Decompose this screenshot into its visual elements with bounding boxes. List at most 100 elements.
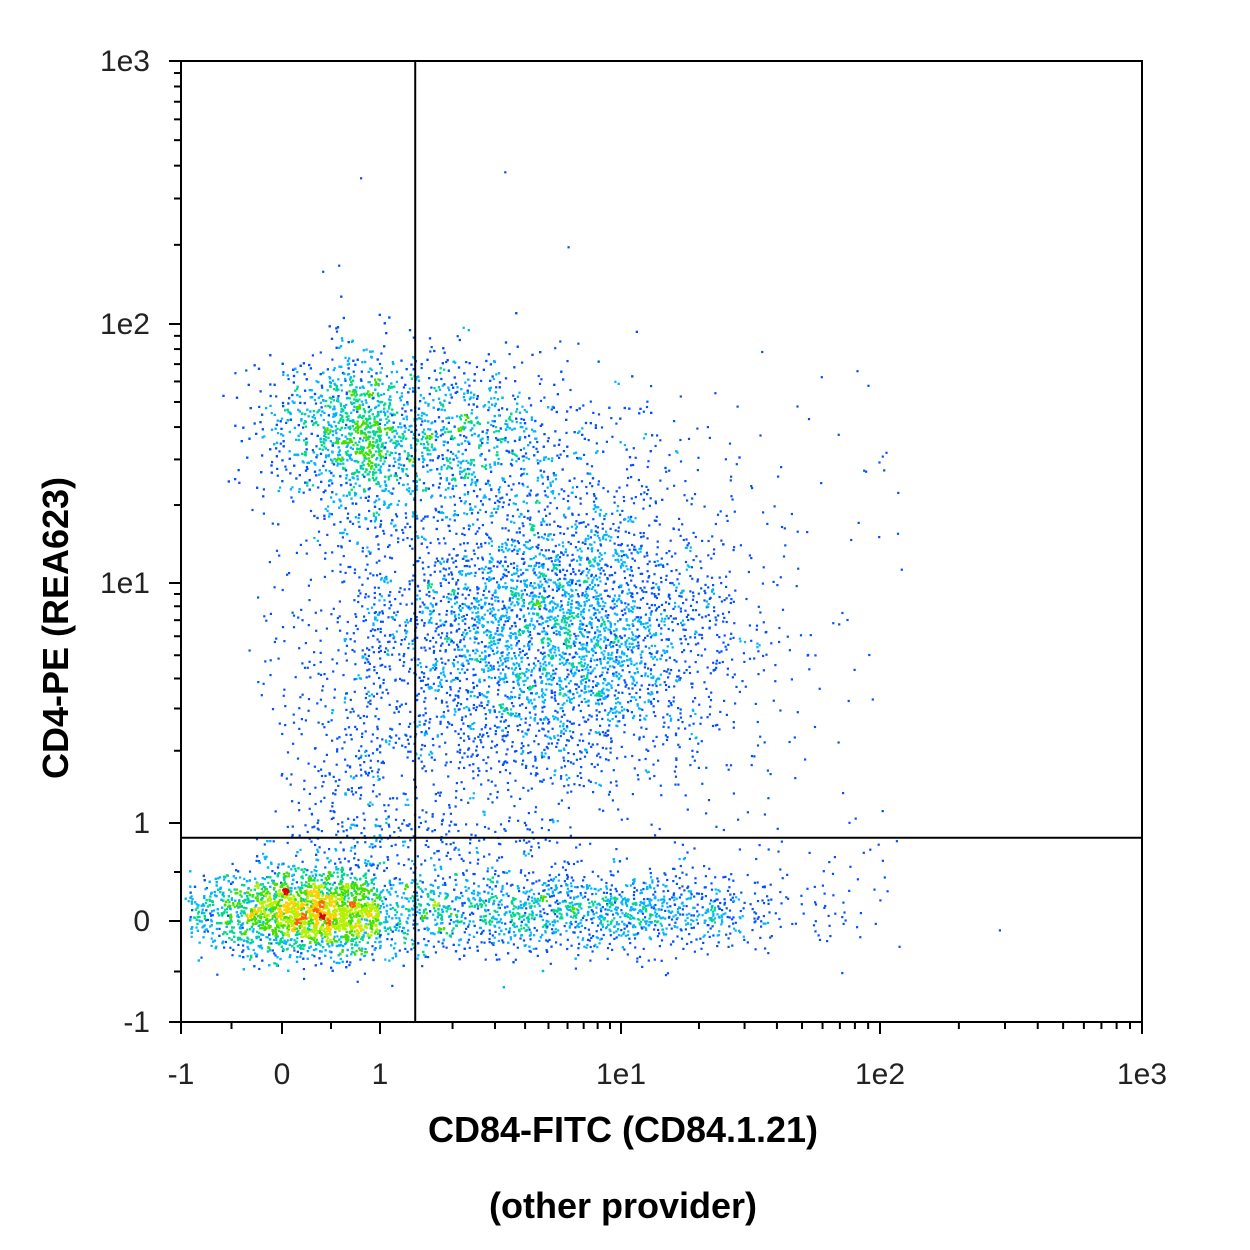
event-dot	[518, 917, 521, 921]
event-dot	[351, 938, 354, 941]
event-dot	[482, 900, 485, 903]
event-dot	[368, 914, 372, 917]
event-dot	[251, 941, 254, 944]
event-dot	[299, 946, 302, 949]
event-dot	[375, 937, 378, 940]
event-dot	[423, 938, 426, 941]
event-dot	[218, 914, 221, 917]
event-dot	[240, 905, 243, 908]
event-dot	[203, 896, 206, 899]
event-dot	[327, 910, 330, 913]
event-dot	[346, 935, 349, 938]
event-dot	[244, 932, 247, 935]
event-dot	[239, 876, 242, 879]
event-dot	[345, 916, 348, 919]
event-dot	[491, 917, 494, 920]
event-dot	[472, 935, 476, 938]
event-dot	[293, 919, 296, 922]
event-dot	[253, 965, 256, 968]
event-dot	[203, 917, 207, 920]
event-dot	[373, 899, 377, 902]
event-dot	[368, 911, 371, 914]
event-dot	[346, 894, 349, 897]
event-dot	[360, 912, 363, 915]
event-dot	[325, 922, 328, 925]
event-dot	[338, 961, 341, 965]
event-dot	[254, 877, 257, 880]
event-dot	[386, 856, 389, 859]
event-dot	[358, 926, 361, 929]
event-dot	[330, 951, 333, 954]
event-dot	[197, 910, 200, 913]
event-dot	[541, 883, 544, 886]
event-dot	[247, 917, 250, 920]
event-dot	[303, 903, 306, 906]
event-dot	[502, 894, 505, 897]
event-dot	[306, 903, 309, 906]
event-dot	[368, 919, 371, 922]
event-dot	[273, 882, 276, 885]
event-dot	[266, 898, 269, 901]
event-dot	[501, 886, 504, 889]
event-dot	[336, 918, 339, 921]
event-dot	[394, 952, 397, 955]
event-dot	[372, 878, 375, 881]
event-dot	[449, 907, 452, 910]
event-dot	[388, 879, 391, 882]
event-dot	[535, 929, 538, 932]
event-dot	[350, 928, 353, 931]
event-dot	[387, 915, 390, 918]
event-dot	[454, 878, 457, 882]
event-dot	[359, 927, 362, 930]
event-dot	[363, 954, 366, 958]
density-dots	[184, 171, 1001, 989]
event-dot	[336, 925, 339, 928]
event-dot	[371, 878, 374, 881]
event-dot	[387, 932, 390, 936]
event-dot	[348, 911, 352, 915]
event-dot	[379, 898, 382, 901]
event-dot	[331, 897, 334, 900]
event-dot	[434, 923, 437, 926]
event-dot	[407, 909, 410, 913]
event-dot	[260, 887, 263, 891]
event-dot	[290, 902, 293, 905]
event-dot	[374, 918, 377, 921]
event-dot	[254, 896, 257, 899]
event-dot	[284, 918, 287, 921]
event-dot	[345, 883, 348, 886]
event-dot	[216, 908, 219, 911]
event-dot	[287, 908, 291, 911]
event-dot	[340, 911, 344, 914]
event-dot	[704, 875, 707, 878]
event-dot	[298, 906, 301, 909]
event-dot	[313, 869, 316, 872]
event-dot	[200, 920, 203, 923]
event-dot	[247, 899, 250, 902]
event-dot	[287, 872, 290, 875]
event-dot	[196, 906, 199, 909]
event-dot	[239, 912, 242, 915]
event-dot	[275, 883, 278, 886]
event-dot	[246, 901, 249, 904]
event-dot	[232, 926, 235, 929]
event-dot	[315, 892, 319, 895]
event-dot	[272, 901, 276, 904]
event-dot	[240, 895, 243, 898]
event-dot	[265, 916, 268, 919]
event-dot	[410, 938, 414, 941]
event-dot	[314, 886, 317, 889]
event-dot	[348, 919, 351, 922]
event-dot	[349, 921, 353, 924]
event-dot	[357, 921, 360, 925]
event-dot	[334, 888, 337, 891]
event-dot	[613, 908, 617, 911]
event-dot	[283, 908, 287, 912]
event-dot	[247, 947, 250, 951]
event-dot	[191, 926, 194, 929]
event-dot	[336, 897, 339, 900]
event-dot	[360, 887, 363, 890]
event-dot	[317, 886, 320, 889]
event-dot	[308, 946, 311, 949]
event-dot	[530, 904, 533, 908]
